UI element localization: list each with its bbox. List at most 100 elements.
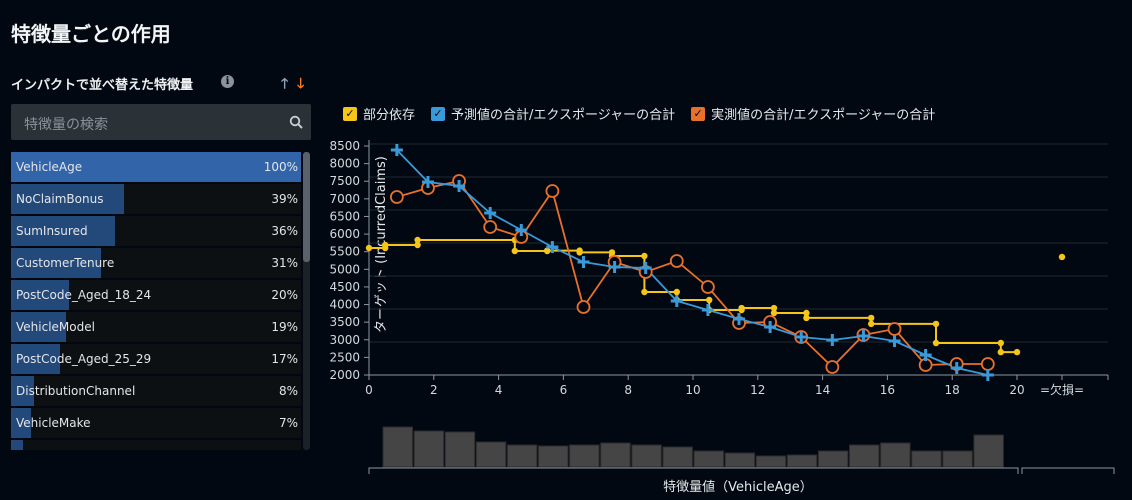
- histogram-bar[interactable]: [724, 452, 756, 468]
- partial-dependence-point[interactable]: [576, 249, 583, 256]
- histogram-bar[interactable]: [973, 434, 1004, 468]
- actual-point[interactable]: [576, 300, 591, 314]
- feature-list-item[interactable]: DistributionChannel 8%: [11, 376, 301, 406]
- histogram-bar[interactable]: [506, 444, 538, 468]
- actual-point[interactable]: [825, 360, 840, 374]
- histogram-bar[interactable]: [880, 442, 911, 468]
- partial-dependence-point[interactable]: [932, 339, 940, 347]
- predicted-point[interactable]: [795, 330, 808, 343]
- partial-dependence-point[interactable]: [868, 320, 875, 328]
- predicted-point[interactable]: [484, 207, 497, 220]
- feature-list-item[interactable]: NoClaimBonus 39%: [11, 184, 301, 214]
- predicted-point[interactable]: [764, 320, 777, 333]
- sort-descending-icon[interactable]: 🡓: [297, 76, 305, 92]
- histogram-bar[interactable]: [631, 444, 662, 468]
- feature-list-scrollbar[interactable]: [303, 152, 310, 450]
- x-tick-label: 18: [945, 383, 960, 397]
- partial-dependence-point[interactable]: [382, 241, 389, 249]
- checkbox-icon[interactable]: ✓: [343, 106, 357, 121]
- partial-dependence-point[interactable]: [511, 247, 518, 255]
- actual-point[interactable]: [701, 280, 715, 294]
- partial-dependence-point[interactable]: [997, 348, 1004, 356]
- partial-dependence-point[interactable]: [641, 288, 648, 296]
- feature-list-item[interactable]: CustomerTenure 31%: [11, 248, 301, 278]
- search-icon[interactable]: [289, 115, 303, 129]
- y-tick-label: 5500: [329, 245, 360, 259]
- partial-dependence-point[interactable]: [997, 339, 1004, 347]
- histogram-bar[interactable]: [600, 442, 631, 468]
- partial-dependence-point[interactable]: [414, 236, 421, 244]
- actual-point[interactable]: [389, 190, 404, 204]
- legend-predicted[interactable]: ✓ 予測値の合計/エクスポージャーの合計: [431, 104, 675, 123]
- legend-actual[interactable]: ✓ 実測値の合計/エクスポージャーの合計: [691, 104, 935, 123]
- predicted-point[interactable]: [701, 303, 714, 316]
- y-tick-label: 6000: [329, 227, 360, 241]
- sort-ascending-icon[interactable]: 🡑: [281, 76, 289, 92]
- partial-dependence-point[interactable]: [673, 288, 680, 296]
- histogram-bar[interactable]: [569, 444, 600, 468]
- legend-partial-dependence[interactable]: ✓ 部分依存: [343, 104, 415, 123]
- histogram-bar[interactable]: [693, 450, 724, 468]
- partial-dependence-point[interactable]: [1013, 348, 1021, 356]
- feature-impact: 8%: [278, 384, 298, 398]
- histogram-bar[interactable]: [911, 450, 942, 468]
- histogram-bar[interactable]: [786, 454, 818, 468]
- predicted-point[interactable]: [950, 361, 963, 374]
- actual-point[interactable]: [980, 357, 995, 371]
- histogram-bar[interactable]: [755, 455, 787, 468]
- partial-dependence-point[interactable]: [803, 314, 810, 322]
- feature-list-item[interactable]: VehicleAge 100%: [11, 152, 301, 182]
- info-icon[interactable]: i: [221, 75, 234, 88]
- predicted-point[interactable]: [453, 180, 466, 193]
- predicted-point[interactable]: [546, 241, 559, 254]
- predicted-point[interactable]: [981, 369, 994, 381]
- predicted-point[interactable]: [670, 295, 683, 308]
- predicted-point[interactable]: [421, 176, 434, 189]
- x-tick-label: 6: [560, 383, 568, 397]
- partial-dependence-point[interactable]: [770, 309, 778, 317]
- predicted-point[interactable]: [888, 335, 901, 348]
- checkbox-icon[interactable]: ✓: [431, 106, 446, 121]
- feature-list-item[interactable]: VehicleModel 19%: [11, 312, 301, 342]
- predicted-point[interactable]: [826, 333, 839, 346]
- predicted-point[interactable]: [639, 262, 652, 275]
- predicted-point[interactable]: [515, 223, 528, 236]
- feature-search-input[interactable]: 特徴量の検索: [11, 104, 311, 140]
- predicted-point[interactable]: [857, 330, 870, 342]
- impact-bar: [11, 440, 23, 450]
- actual-point[interactable]: [669, 254, 684, 268]
- feature-list-item[interactable]: [11, 440, 301, 450]
- histogram-bar[interactable]: [662, 446, 693, 468]
- partial-dependence-missing-point[interactable]: [1058, 253, 1066, 261]
- feature-name: VehicleModel: [16, 320, 95, 334]
- partial-dependence-point[interactable]: [738, 304, 745, 312]
- actual-point[interactable]: [545, 184, 560, 198]
- predicted-point[interactable]: [733, 312, 746, 325]
- impact-bar: [11, 152, 301, 182]
- partial-dependence-point[interactable]: [706, 296, 713, 304]
- scrollbar-thumb[interactable]: [303, 152, 310, 262]
- partial-dependence-point[interactable]: [544, 247, 551, 254]
- partial-dependence-point[interactable]: [932, 320, 940, 328]
- feature-list-item[interactable]: VehicleMake 7%: [11, 408, 301, 438]
- actual-point[interactable]: [887, 322, 902, 336]
- histogram-bar[interactable]: [475, 441, 507, 468]
- predicted-point[interactable]: [577, 256, 590, 269]
- partial-dependence-point[interactable]: [365, 244, 373, 252]
- predicted-point[interactable]: [919, 348, 932, 361]
- feature-name: VehicleAge: [16, 160, 83, 174]
- checkbox-icon[interactable]: ✓: [691, 106, 706, 121]
- histogram-bar[interactable]: [817, 450, 849, 468]
- histogram-bar[interactable]: [849, 444, 880, 468]
- predicted-point[interactable]: [390, 144, 403, 157]
- histogram-bar[interactable]: [942, 450, 973, 468]
- histogram-bar[interactable]: [413, 430, 445, 468]
- feature-list-item[interactable]: SumInsured 36%: [11, 216, 301, 246]
- feature-list-item[interactable]: PostCode_Aged_25_29 17%: [11, 344, 301, 374]
- histogram-bar[interactable]: [538, 445, 569, 468]
- actual-point[interactable]: [483, 220, 498, 234]
- histogram-bar[interactable]: [382, 426, 413, 468]
- predicted-point[interactable]: [608, 261, 621, 274]
- feature-list-item[interactable]: PostCode_Aged_18_24 20%: [11, 280, 301, 310]
- histogram-bar[interactable]: [444, 431, 476, 468]
